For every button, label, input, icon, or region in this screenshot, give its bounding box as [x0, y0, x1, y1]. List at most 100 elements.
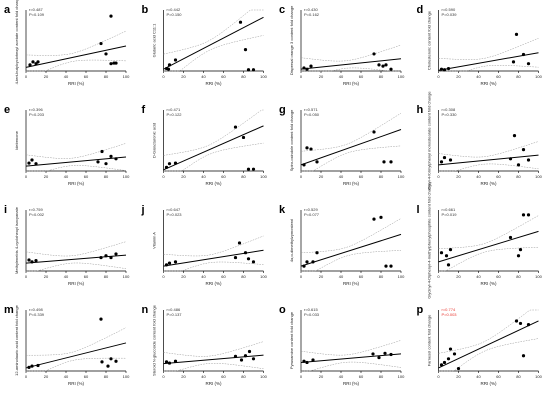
- x-tick-label: 80: [379, 174, 384, 179]
- confidence-band-lower: [26, 165, 127, 172]
- data-point: [104, 254, 108, 258]
- panel-letter: n: [142, 304, 149, 316]
- x-tick-label: 40: [64, 74, 69, 79]
- data-point: [114, 359, 118, 363]
- correlation-p: P=0.003: [442, 312, 458, 317]
- x-tick-label: 80: [104, 274, 109, 279]
- x-tick-label: 80: [379, 274, 384, 279]
- panel-g: g Spiro-oxindole content fold change 0 20 40…: [279, 104, 405, 186]
- data-point: [516, 254, 521, 258]
- panel-letter: j: [141, 204, 145, 216]
- correlation-r: r=0.759: [29, 207, 43, 212]
- x-tick-label: 60: [359, 274, 364, 279]
- data-point: [233, 125, 238, 129]
- data-point: [27, 365, 31, 369]
- x-axis-label: RRI (%): [343, 281, 359, 286]
- data-point: [381, 64, 385, 68]
- correlation-p: P=0.137: [167, 312, 183, 317]
- correlation-p: P=0.077: [304, 212, 320, 217]
- x-axis-label: RRI (%): [206, 381, 222, 386]
- data-point: [456, 366, 461, 371]
- confidence-band-upper: [163, 235, 264, 257]
- data-point: [526, 323, 531, 327]
- correlation-p: P=0.002: [29, 212, 45, 217]
- data-point: [383, 351, 387, 355]
- panel-m: m 12-aminolauric acid content fold change…: [4, 304, 130, 386]
- x-tick-label: 40: [201, 274, 206, 279]
- x-tick-label: 0: [300, 274, 303, 279]
- data-point: [518, 248, 523, 252]
- panel-c: c Dispersal orange 3 content fold change 0…: [279, 4, 405, 86]
- correlation-r: r=0.774: [442, 307, 456, 312]
- data-point: [109, 62, 113, 66]
- data-point: [27, 258, 31, 262]
- x-tick-label: 60: [84, 374, 89, 379]
- x-tick-label: 60: [84, 74, 89, 79]
- x-tick-label: 20: [44, 274, 49, 279]
- data-point: [36, 363, 40, 368]
- correlation-p: P=0.033: [304, 312, 320, 317]
- x-tick-label: 40: [476, 74, 481, 79]
- correlation-r: r=0.442: [167, 7, 181, 12]
- data-point: [247, 349, 252, 354]
- x-tick-label: 80: [241, 274, 246, 279]
- confidence-band-lower: [26, 262, 127, 272]
- panel-letter: a: [4, 4, 11, 16]
- data-point: [446, 263, 451, 267]
- x-tick-label: 100: [123, 274, 130, 279]
- x-tick-label: 40: [476, 274, 481, 279]
- confidence-band-lower: [301, 250, 402, 272]
- data-point: [114, 252, 118, 256]
- regression-line: [300, 233, 402, 267]
- x-tick-label: 40: [339, 274, 344, 279]
- panel-letter: g: [279, 104, 286, 116]
- x-tick-label: 40: [339, 74, 344, 79]
- data-point: [442, 360, 447, 365]
- data-point: [315, 160, 319, 164]
- panel-letter: p: [417, 304, 424, 316]
- regression-line: [300, 58, 402, 70]
- data-point: [311, 358, 315, 362]
- data-point: [389, 160, 393, 164]
- correlation-r: r=0.529: [304, 207, 318, 212]
- x-tick-label: 80: [379, 74, 384, 79]
- panel-letter: m: [4, 304, 14, 316]
- data-point: [100, 360, 104, 364]
- data-point: [173, 161, 178, 165]
- x-tick-label: 60: [221, 274, 226, 279]
- correlation-p: P=0.109: [29, 12, 45, 17]
- data-point: [309, 64, 313, 68]
- correlation-r: r=0.498: [29, 307, 43, 312]
- x-tick-label: 0: [437, 374, 440, 379]
- correlation-r: r=0.486: [167, 307, 181, 312]
- data-point: [442, 68, 447, 72]
- data-point: [389, 352, 393, 357]
- x-tick-label: 40: [64, 274, 69, 279]
- x-tick-label: 60: [221, 374, 226, 379]
- data-point: [114, 157, 118, 161]
- confidence-band-lower: [301, 67, 401, 72]
- x-axis-label: RRI (%): [68, 181, 84, 186]
- data-point: [104, 52, 108, 56]
- x-tick-label: 100: [260, 74, 267, 79]
- data-point: [302, 264, 306, 268]
- panel-n: n Steroid N-glucoside content fold change…: [142, 304, 268, 386]
- data-point: [251, 357, 256, 361]
- data-point: [241, 135, 246, 140]
- x-tick-label: 0: [162, 274, 165, 279]
- correlation-r: r=0.308: [442, 107, 456, 112]
- y-axis-label: D-Galacturonic acid: [152, 123, 157, 158]
- regression-line: [25, 342, 127, 369]
- confidence-band-upper: [163, 341, 264, 357]
- panel-letter: h: [417, 104, 424, 116]
- y-axis-label: Methylenebis 4-cyclohexyl isocyanate: [14, 206, 19, 274]
- data-point: [518, 321, 523, 326]
- confidence-band-lower: [163, 261, 264, 272]
- confidence-band-upper: [300, 340, 402, 356]
- data-point: [166, 67, 171, 71]
- data-point: [516, 163, 521, 167]
- data-point: [109, 357, 113, 361]
- confidence-band-lower: [438, 65, 539, 72]
- data-point: [233, 255, 238, 260]
